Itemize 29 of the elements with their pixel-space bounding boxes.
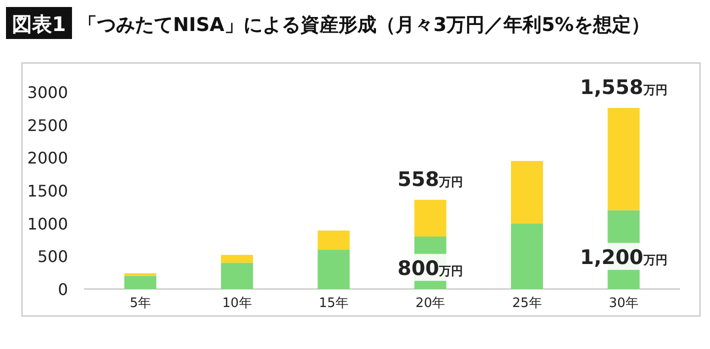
bar xyxy=(221,262,253,289)
bar xyxy=(318,230,350,250)
bar xyxy=(124,273,156,276)
y-tick-label: 2500 xyxy=(27,116,68,135)
bar xyxy=(414,200,446,236)
x-tick-label: 10年 xyxy=(222,296,252,311)
data-label: 800万円 xyxy=(397,256,464,280)
bar xyxy=(318,250,350,289)
x-tick-label: 5年 xyxy=(130,296,151,311)
y-tick-label: 3000 xyxy=(27,83,68,102)
chart-subtitle: 「つみたてNISA」による資産形成（月々3万円／年利5%を想定） xyxy=(78,14,650,36)
bar xyxy=(608,108,640,210)
x-tick-label: 30年 xyxy=(608,296,638,311)
data-label: 1,558万円 xyxy=(580,74,668,99)
data-label: 558万円 xyxy=(397,166,464,191)
bar xyxy=(511,160,543,224)
data-label: 1,200万円 xyxy=(580,244,668,269)
bar xyxy=(511,223,543,289)
y-tick-label: 500 xyxy=(37,247,68,266)
bar xyxy=(124,276,156,289)
y-tick-label: 1500 xyxy=(27,182,68,200)
x-tick-label: 25年 xyxy=(512,296,542,311)
chart-title: 図表1 xyxy=(12,12,66,36)
y-tick-label: 1000 xyxy=(27,214,68,234)
bar xyxy=(221,254,253,263)
x-tick-label: 15年 xyxy=(318,296,348,311)
x-tick-label: 20年 xyxy=(416,296,446,311)
y-tick-label: 0 xyxy=(58,280,68,299)
y-tick-label: 2000 xyxy=(27,148,68,168)
